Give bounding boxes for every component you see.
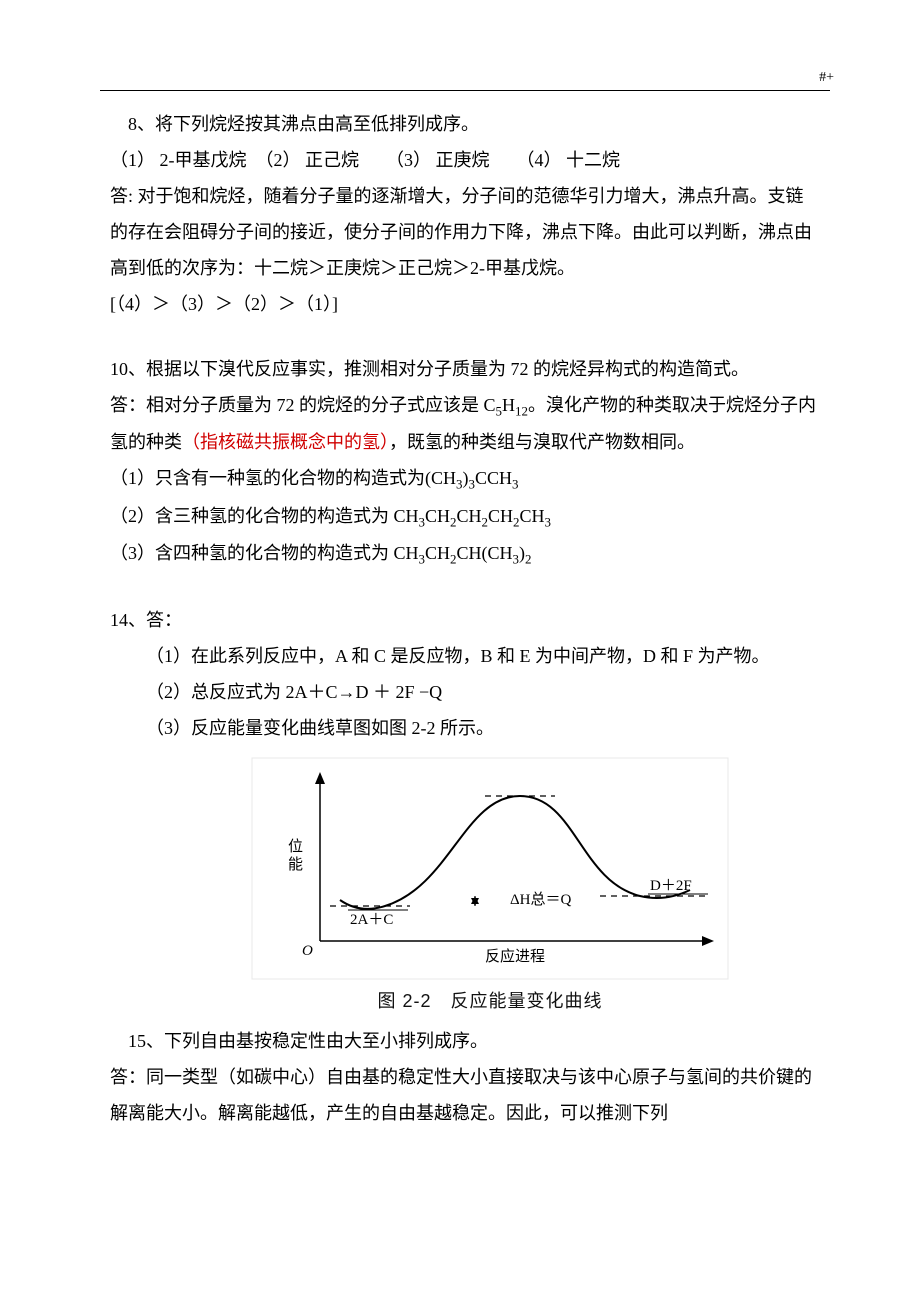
q10-item3: （3）含四种氢的化合物的构造式为 CH3CH2CH(CH3)2 (110, 535, 820, 573)
q14-l3: （3）反应能量变化曲线草图如图 2-2 所示。 (110, 710, 820, 746)
q15-title: 15、下列自由基按稳定性由大至小排列成序。 (110, 1023, 820, 1059)
page-root: #+ 8、将下列烷烃按其沸点由高至低排列成序。 （1） 2-甲基戊烷 （2） 正… (0, 0, 920, 1191)
q14-title: 14、答： (110, 602, 820, 638)
spacer (110, 573, 820, 602)
nmr-note: （指核磁共振概念中的氢） (182, 432, 389, 452)
q8-order: [（4）＞（3）＞（2）＞（1）] (110, 286, 820, 322)
svg-text:D＋2F: D＋2F (650, 878, 692, 894)
svg-text:ΔH总＝Q: ΔH总＝Q (510, 891, 571, 908)
figure-caption: 图 2-2 反应能量变化曲线 (250, 983, 730, 1019)
t: ，既氢的种类组与溴取代产物数相同。 (389, 432, 695, 452)
t: CH (425, 543, 450, 563)
svg-text:O: O (302, 943, 313, 959)
q8-ans-prefix: 答: (110, 186, 138, 206)
t: CH (457, 506, 482, 526)
corner-mark: #+ (819, 64, 834, 92)
q8-title: 8、将下列烷烃按其沸点由高至低排列成序。 (110, 106, 820, 142)
t: CCH (475, 468, 512, 488)
q15-answer: 答：同一类型（如碳中心）自由基的稳定性大小直接取决与该中心原子与氢间的共价键的解… (110, 1059, 820, 1131)
q8-answer: 答: 对于饱和烷烃，随着分子量的逐渐增大，分子间的范德华引力增大，沸点升高。支链… (110, 178, 820, 286)
t: 答：相对分子质量为 72 的烷烃的分子式应该是 C (110, 395, 496, 415)
spacer (110, 322, 820, 351)
svg-text:能: 能 (288, 856, 303, 873)
q14-l1: （1）在此系列反应中，A 和 C 是反应物，B 和 E 为中间产物，D 和 F … (110, 638, 820, 674)
t: （1）只含有一种氢的化合物的构造式为(CH (110, 468, 456, 488)
svg-text:2A＋C: 2A＋C (350, 912, 393, 928)
t: 2 (525, 552, 531, 567)
header-rule (100, 90, 830, 91)
t: 12 (515, 403, 528, 418)
energy-diagram: 位能 O 反应进程 ΔH总＝Q 2A＋C D＋2F (250, 756, 730, 981)
q14-l2: （2）总反应式为 2A＋C→D ＋ 2F −Q (110, 674, 820, 710)
content: 8、将下列烷烃按其沸点由高至低排列成序。 （1） 2-甲基戊烷 （2） 正己烷 … (110, 106, 820, 1131)
t: CH (425, 506, 450, 526)
q10-item1: （1）只含有一种氢的化合物的构造式为(CH3)3CCH3 (110, 460, 820, 498)
q10-item2: （2）含三种氢的化合物的构造式为 CH3CH2CH2CH2CH3 (110, 498, 820, 536)
q8-options: （1） 2-甲基戊烷 （2） 正己烷 （3） 正庚烷 （4） 十二烷 (110, 142, 820, 178)
figure-2-2: 位能 O 反应进程 ΔH总＝Q 2A＋C D＋2F 图 2-2 反应能量变化曲线 (250, 756, 730, 1019)
t: CH (520, 506, 545, 526)
t: 3 (512, 477, 518, 492)
svg-text:反应进程: 反应进程 (485, 947, 545, 965)
t: 3 (545, 514, 551, 529)
t: CH(CH (457, 543, 513, 563)
t: H (502, 395, 515, 415)
svg-text:位: 位 (288, 838, 303, 855)
q10-answer: 答：相对分子质量为 72 的烷烃的分子式应该是 C5H12。溴化产物的种类取决于… (110, 387, 820, 461)
t: （3）含四种氢的化合物的构造式为 CH (110, 543, 419, 563)
q10-title: 10、根据以下溴代反应事实，推测相对分子质量为 72 的烷烃异构式的构造简式。 (110, 351, 820, 387)
t: （2）含三种氢的化合物的构造式为 CH (110, 506, 419, 526)
q8-ans-body: 对于饱和烷烃，随着分子量的逐渐增大，分子间的范德华引力增大，沸点升高。支链的存在… (110, 186, 812, 278)
t: CH (488, 506, 513, 526)
